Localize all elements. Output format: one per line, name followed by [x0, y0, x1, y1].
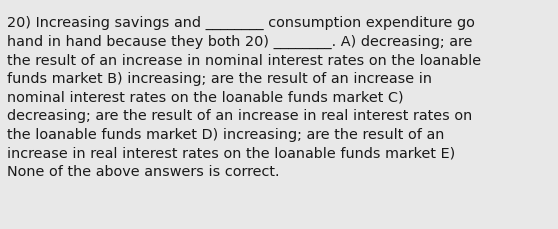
Text: 20) Increasing savings and ________ consumption expenditure go
hand in hand beca: 20) Increasing savings and ________ cons… — [7, 16, 481, 179]
